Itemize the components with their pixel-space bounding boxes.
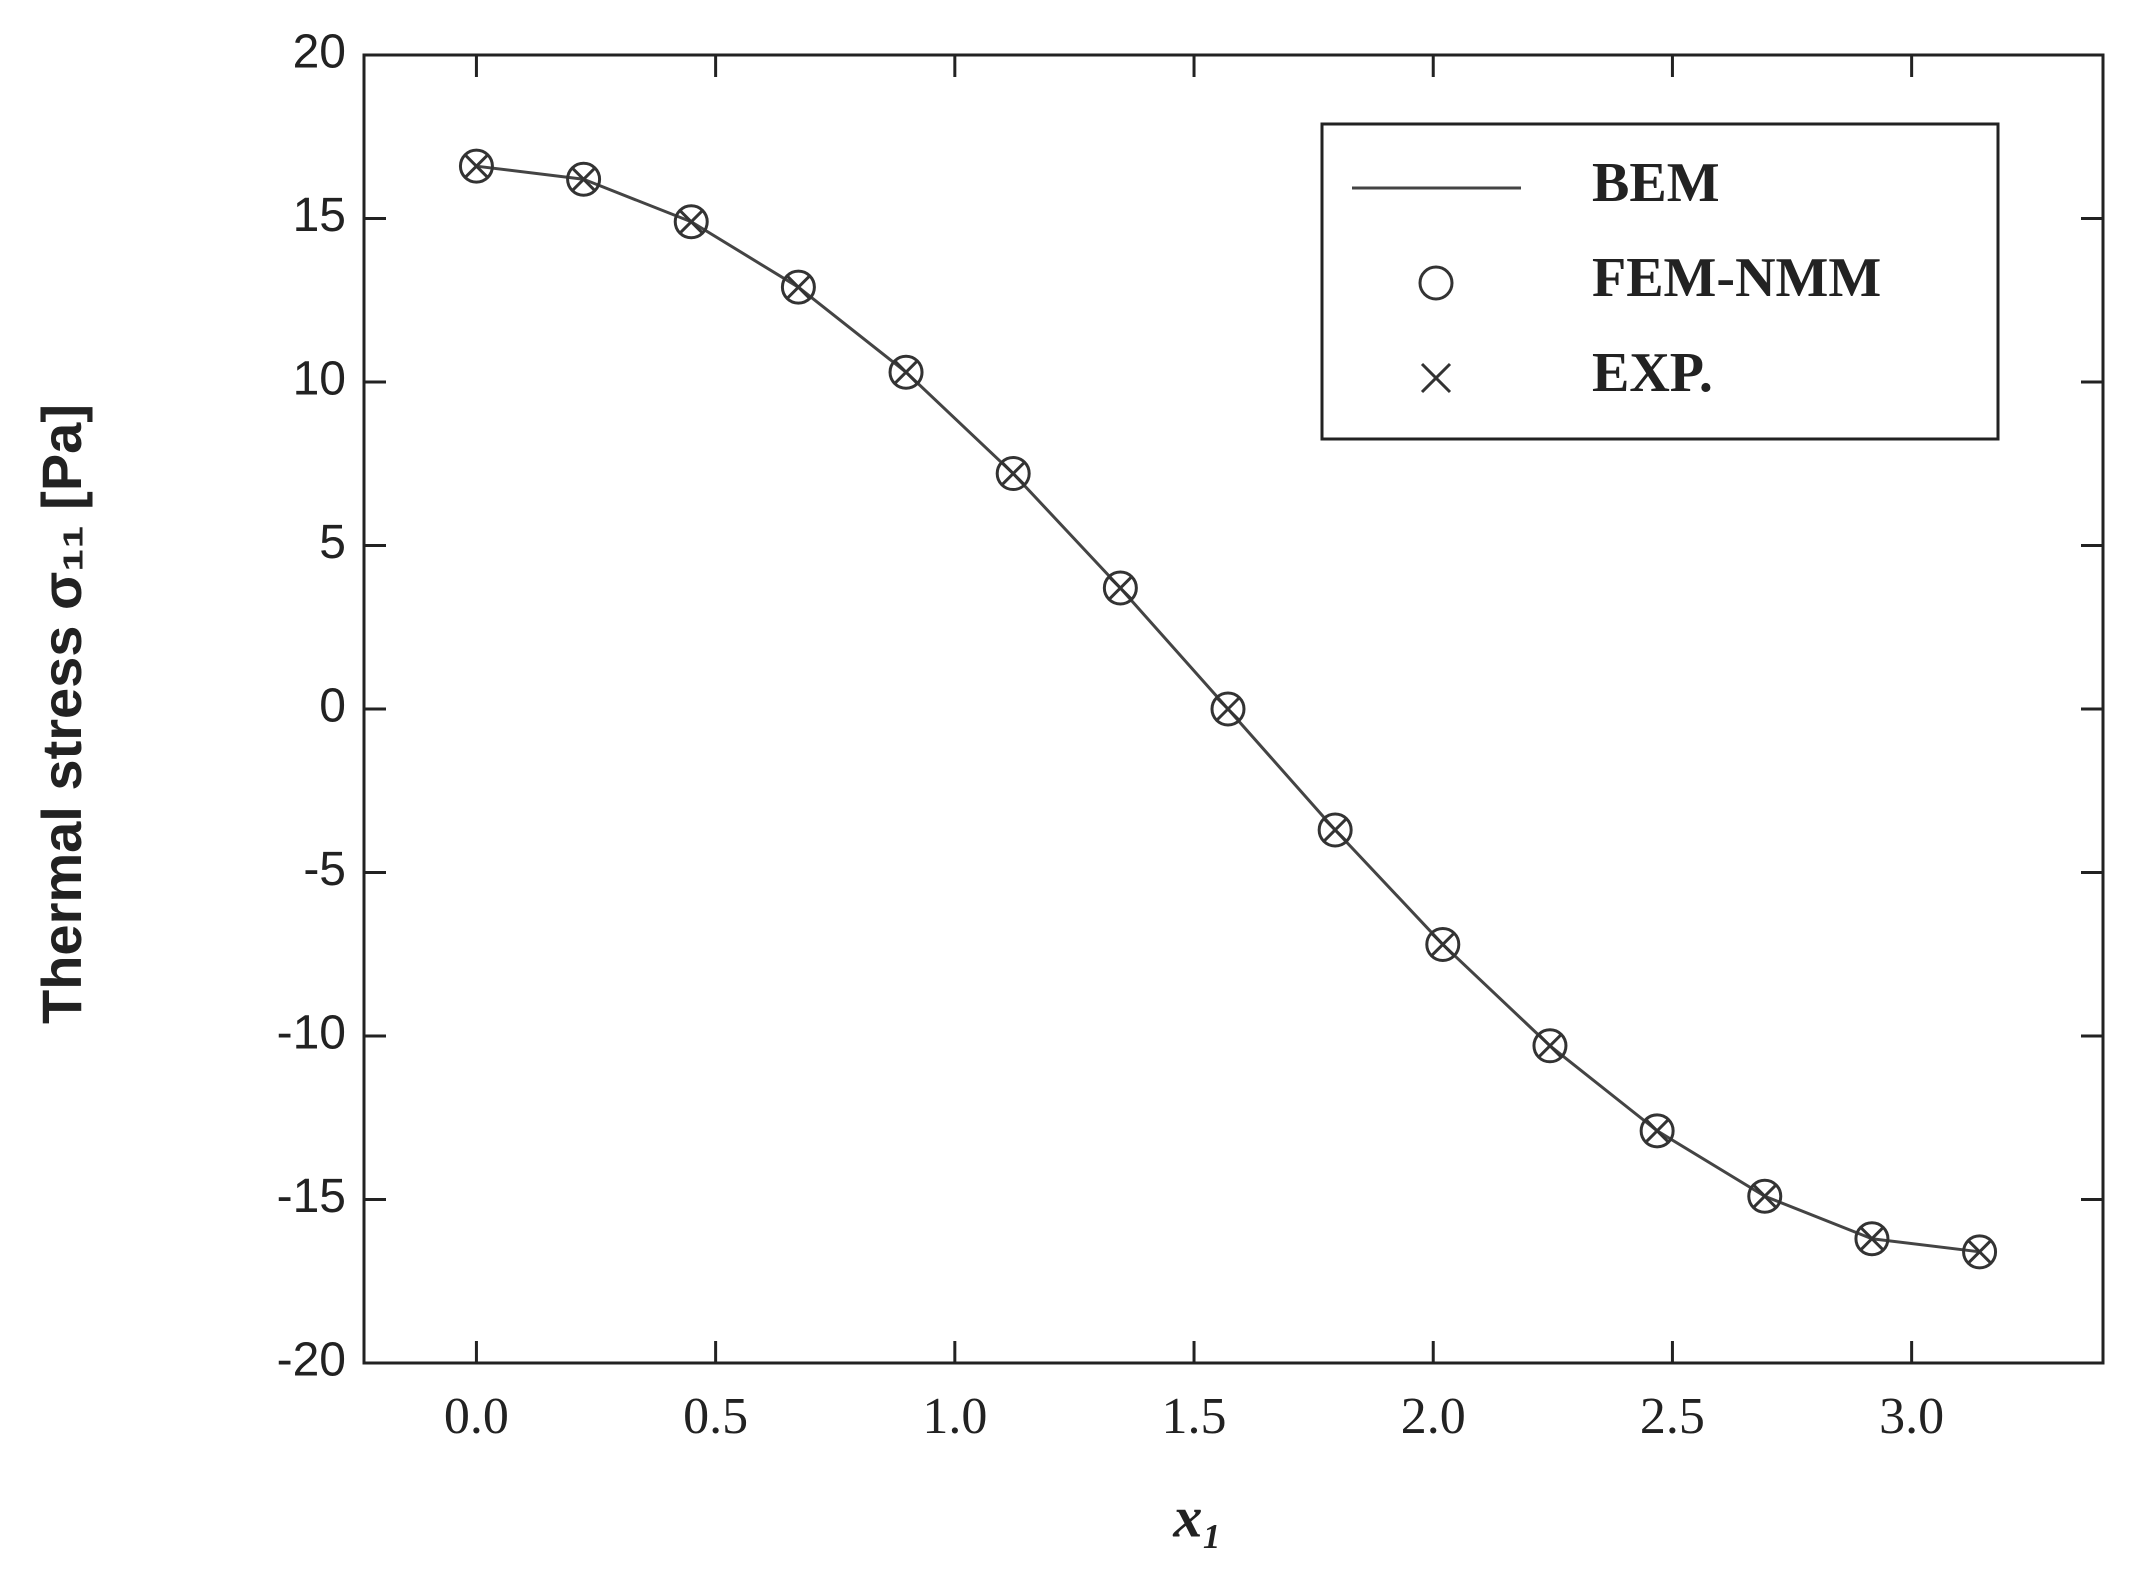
marker <box>673 204 709 240</box>
y-tick-label: -5 <box>303 843 346 896</box>
marker <box>1425 926 1461 962</box>
marker <box>1102 570 1138 606</box>
marker <box>1210 691 1246 727</box>
y-tick-label: 20 <box>293 26 346 79</box>
y-tick-label: -15 <box>277 1170 346 1223</box>
y-axis-label: Thermal stress σ₁₁ [Pa] <box>30 404 93 1024</box>
marker <box>463 153 490 180</box>
marker <box>570 166 597 193</box>
x-axis-label: x₁ <box>1172 1484 1222 1549</box>
marker <box>1214 695 1242 723</box>
x-tick-label: 0.5 <box>683 1388 748 1445</box>
y-tick-label: 0 <box>319 680 346 733</box>
y-tick-label: -10 <box>277 1007 346 1060</box>
marker <box>566 161 602 197</box>
legend-box <box>1320 122 2000 441</box>
marker <box>785 274 812 301</box>
legend-marker <box>1418 265 1454 301</box>
marker <box>1536 1032 1564 1059</box>
marker <box>1639 1113 1675 1149</box>
x-tick-label: 1.0 <box>922 1388 987 1445</box>
legend-label: EXP. <box>1592 342 1713 404</box>
y-tick-label: -20 <box>277 1334 346 1387</box>
legend-label: BEM <box>1592 152 1720 214</box>
y-tick-label: 10 <box>293 353 346 406</box>
x-tick-label: 0.0 <box>444 1388 509 1445</box>
marker <box>1644 1117 1671 1144</box>
marker <box>1107 574 1134 602</box>
x-tick-label: 1.5 <box>1162 1388 1227 1445</box>
marker <box>888 354 924 390</box>
marker <box>1751 1183 1778 1210</box>
y-tick-label: 15 <box>293 189 346 242</box>
x-tick-label: 3.0 <box>1879 1388 1944 1445</box>
marker <box>1000 460 1027 487</box>
y-tick-label: 5 <box>319 516 346 569</box>
legend-label: FEM-NMM <box>1592 247 1881 309</box>
marker <box>1317 812 1353 848</box>
legend-marker <box>1420 362 1452 394</box>
x-tick-label: 2.5 <box>1640 1388 1705 1445</box>
marker <box>1322 816 1349 844</box>
marker <box>1966 1238 1993 1265</box>
marker <box>1532 1028 1568 1064</box>
marker <box>1429 931 1456 958</box>
marker <box>780 269 816 305</box>
marker <box>1854 1221 1890 1257</box>
x-tick-label: 2.0 <box>1401 1388 1466 1445</box>
marker <box>995 456 1031 492</box>
marker <box>1747 1178 1783 1214</box>
marker <box>892 359 920 386</box>
marker <box>1858 1225 1885 1252</box>
marker <box>678 208 705 235</box>
marker <box>1962 1234 1998 1270</box>
marker <box>458 148 494 184</box>
